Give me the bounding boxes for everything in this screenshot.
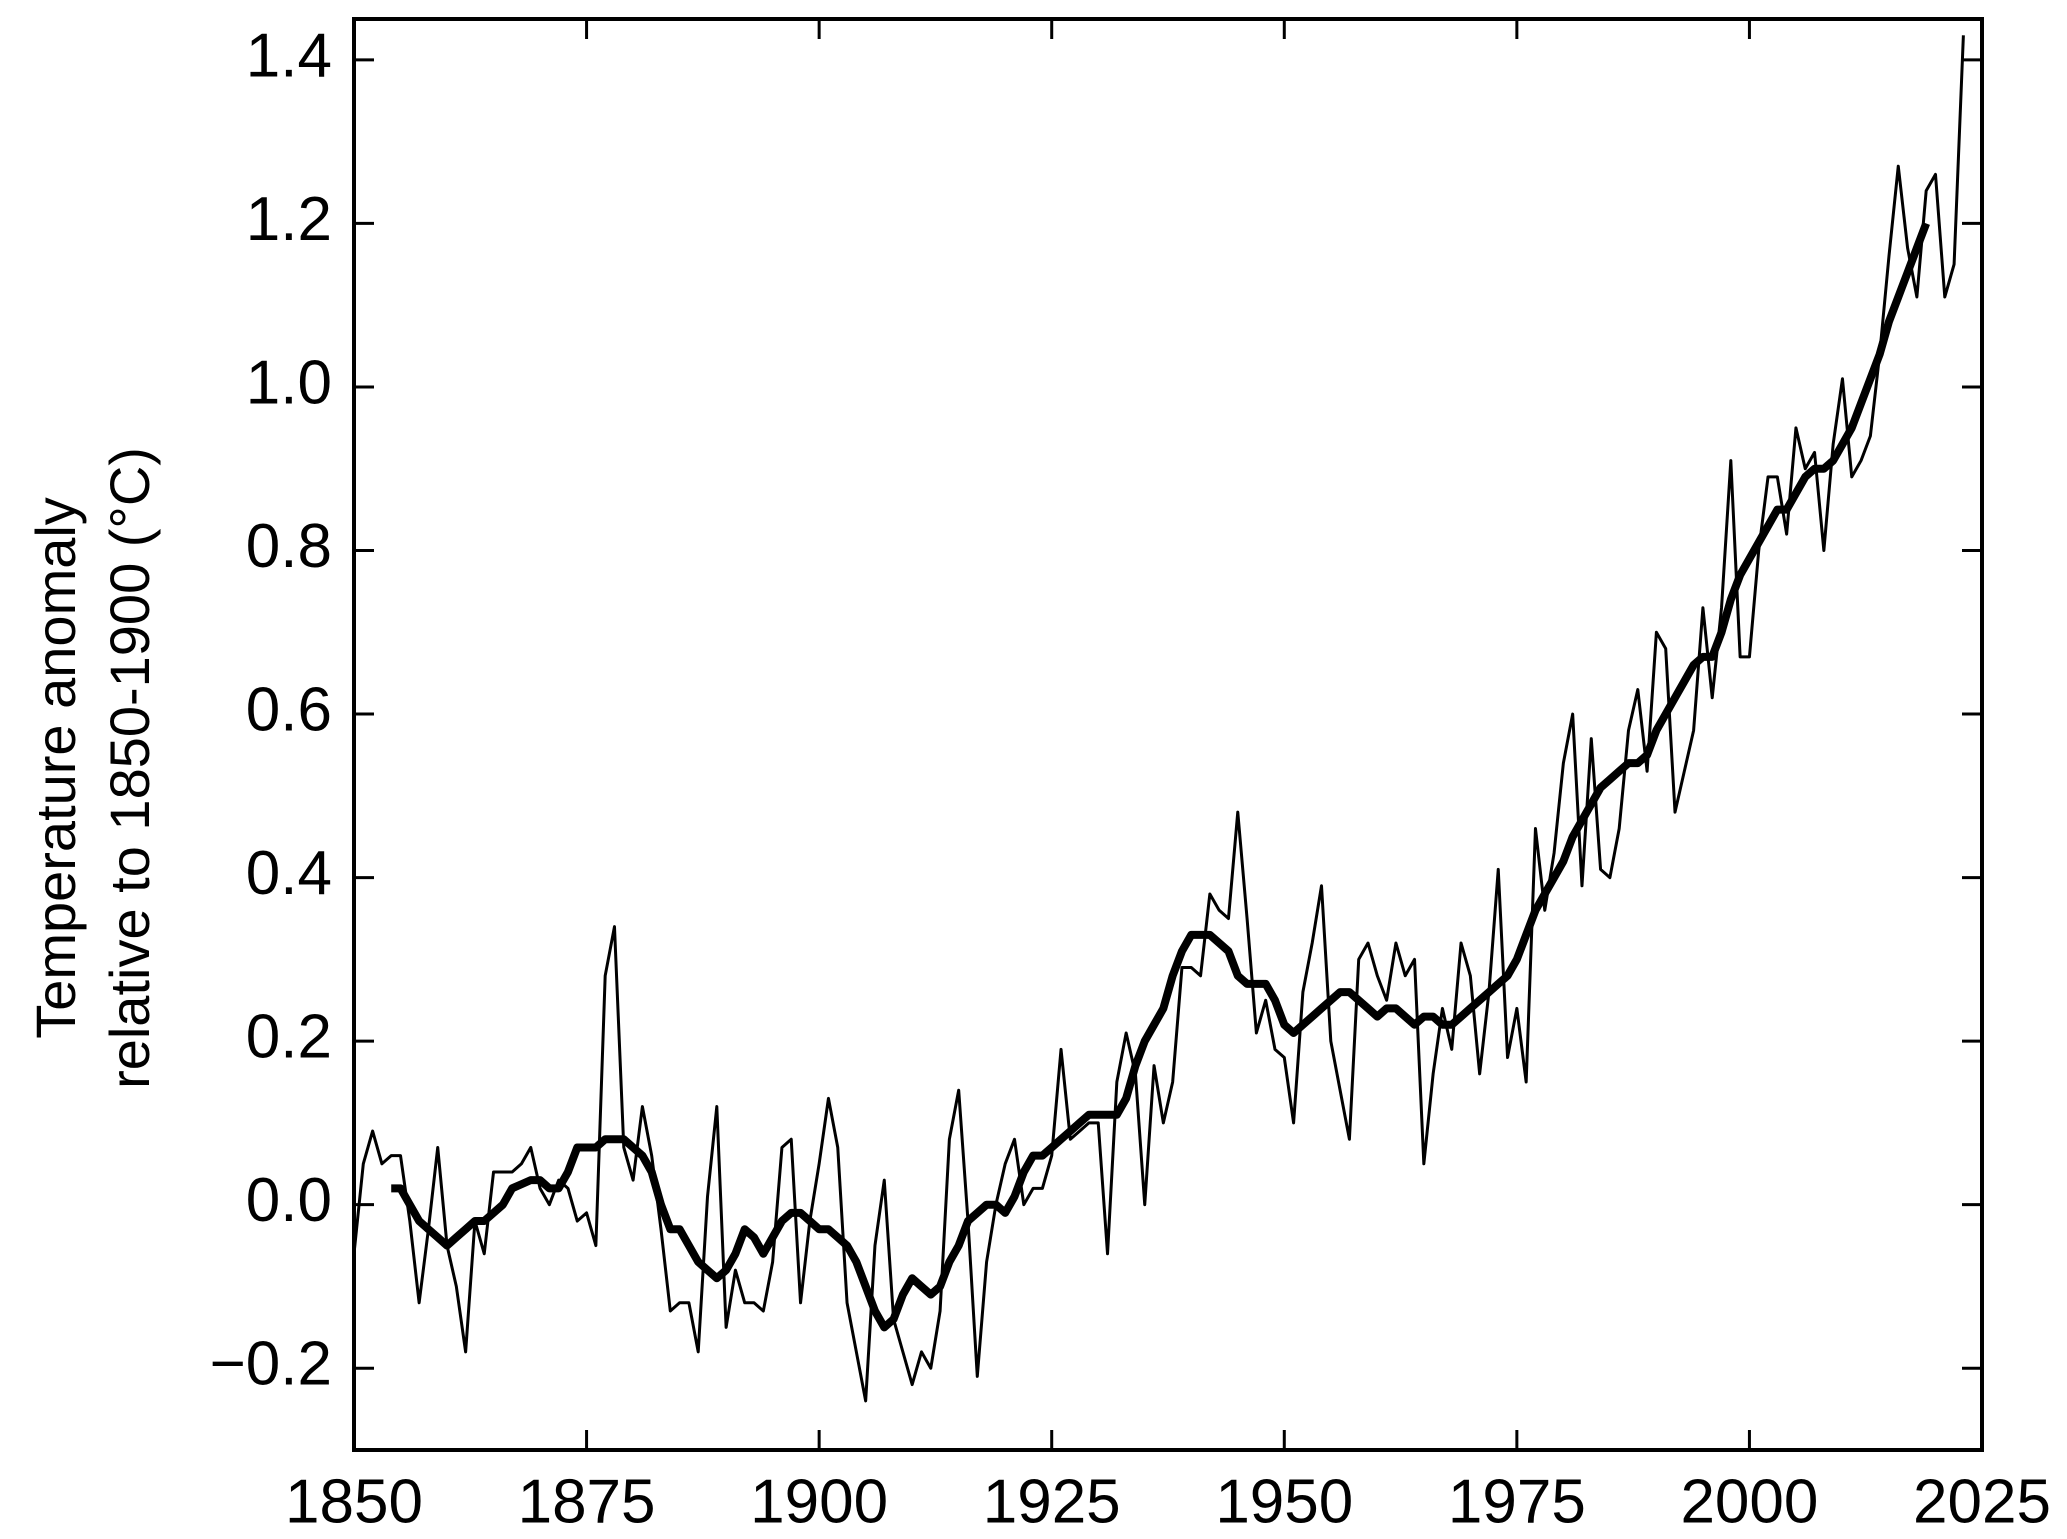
y-tick-label: 1.0 bbox=[246, 348, 332, 417]
y-tick-label: 0.0 bbox=[246, 1166, 332, 1235]
y-tick-label: −0.2 bbox=[210, 1330, 332, 1399]
x-tick-label: 1925 bbox=[983, 1467, 1121, 1536]
y-axis-label: Temperature anomaly relative to 1850-190… bbox=[24, 447, 161, 1089]
y-tick-label: 0.2 bbox=[246, 1003, 332, 1072]
y-tick-label: 0.8 bbox=[246, 512, 332, 581]
x-tick-label: 1850 bbox=[285, 1467, 423, 1536]
x-tick-label: 1875 bbox=[518, 1467, 656, 1536]
plot-frame bbox=[352, 17, 1984, 1452]
y-tick-label: 1.2 bbox=[246, 185, 332, 254]
y-label-line: Temperature anomaly bbox=[24, 497, 87, 1039]
x-tick-label: 1950 bbox=[1215, 1467, 1353, 1536]
y-tick-label: 1.4 bbox=[246, 21, 332, 90]
x-tick-label: 2000 bbox=[1680, 1467, 1818, 1536]
y-tick-label: 0.6 bbox=[246, 675, 332, 744]
x-tick-label: 1900 bbox=[750, 1467, 888, 1536]
y-label-line: relative to 1850-1900 (°C) bbox=[98, 447, 161, 1089]
x-tick-label: 2025 bbox=[1913, 1467, 2051, 1536]
data-line bbox=[391, 222, 1930, 1332]
y-tick-label: 0.4 bbox=[246, 839, 332, 908]
x-tick-label: 1975 bbox=[1448, 1467, 1586, 1536]
data-line bbox=[352, 35, 1965, 1403]
